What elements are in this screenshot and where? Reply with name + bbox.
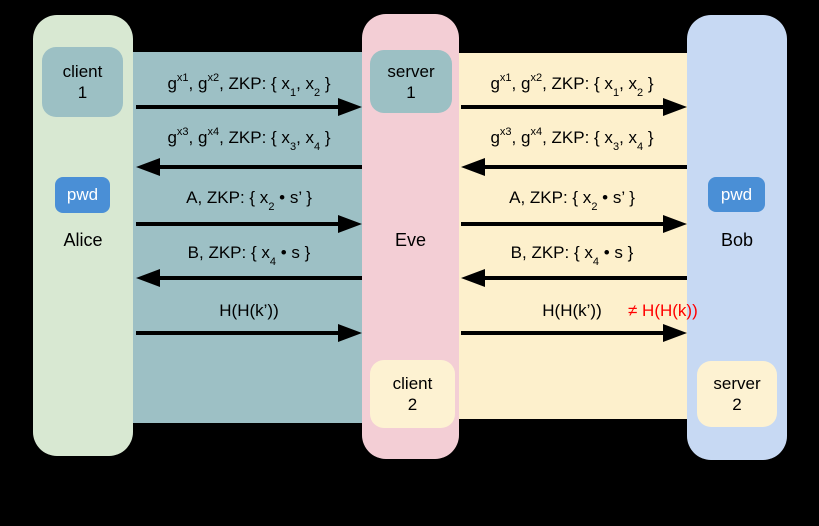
arrow-line [461, 331, 669, 335]
message-eve-bob-5-label: H(H(k’)) [542, 301, 602, 320]
message-eve-bob-3-arrow [461, 215, 687, 233]
server-2-badge-line2: 2 [732, 395, 742, 414]
arrow-line [136, 105, 344, 109]
arrow-head-icon [461, 158, 485, 176]
arrow-line [461, 222, 669, 226]
message-eve-bob-4-arrow [461, 269, 687, 287]
message-alice-eve-2-label: gx3, gx4, ZKP: { x3, x4 } [167, 126, 331, 154]
client-2-badge: client 2 [370, 360, 455, 428]
arrow-head-icon [136, 269, 160, 287]
client-1-badge-line2: 1 [77, 83, 88, 102]
arrow-line [479, 165, 687, 169]
client-2-badge-line2: 2 [407, 395, 418, 414]
arrow-line [154, 165, 362, 169]
actor-column-eve: server 1 Eve client 2 [362, 14, 459, 459]
arrow-head-icon [663, 98, 687, 116]
message-eve-bob-1-arrow [461, 98, 687, 116]
arrow-head-icon [338, 324, 362, 342]
arrow-line [136, 222, 344, 226]
alice-eve-channel [133, 52, 365, 423]
pwd-badge-bob: pwd [708, 177, 765, 212]
client-2-badge-line1: client [392, 374, 433, 393]
server-1-badge-line1: server [387, 61, 435, 81]
client-1-badge: client 1 [42, 47, 123, 117]
message-eve-bob-5-arrow [461, 324, 687, 342]
message-alice-eve-2-arrow [136, 158, 362, 176]
message-alice-eve-3-label: A, ZKP: { x2 • s’ } [186, 188, 312, 214]
arrow-head-icon [663, 215, 687, 233]
arrow-head-icon [338, 98, 362, 116]
server-1-badge-line2: 1 [406, 82, 416, 102]
message-eve-bob-2-arrow [461, 158, 687, 176]
server-2-badge: server 2 [697, 361, 777, 427]
message-alice-eve-3-arrow [136, 215, 362, 233]
arrow-head-icon [461, 269, 485, 287]
arrow-line [461, 105, 669, 109]
arrow-head-icon [663, 324, 687, 342]
arrow-line [479, 276, 687, 280]
actor-column-alice: client 1 pwd Alice [33, 15, 133, 456]
actor-name-eve: Eve [394, 230, 427, 250]
message-alice-eve-1-label: gx1, gx2, ZKP: { x1, x2 } [167, 72, 331, 100]
message-alice-eve-1-arrow [136, 98, 362, 116]
arrow-line [154, 276, 362, 280]
message-alice-eve-5-label: H(H(k’)) [219, 301, 279, 320]
message-eve-bob-4-label: B, ZKP: { x4 • s } [510, 243, 634, 269]
actor-column-bob: pwd Bob server 2 [687, 15, 787, 460]
server-1-badge: server 1 [370, 50, 452, 113]
message-alice-eve-5-arrow [136, 324, 362, 342]
actor-name-bob: Bob [720, 230, 754, 250]
arrow-head-icon [136, 158, 160, 176]
client-1-badge-line1: client [62, 62, 103, 81]
server-2-badge-line1: server [713, 374, 761, 393]
arrow-head-icon [338, 215, 362, 233]
pwd-badge-alice: pwd [55, 177, 110, 213]
message-alice-eve-4-arrow [136, 269, 362, 287]
eve-bob-channel [457, 53, 687, 419]
actor-name-alice: Alice [63, 230, 103, 250]
message-eve-bob-1-label: gx1, gx2, ZKP: { x1, x2 } [490, 72, 654, 100]
message-eve-bob-2-label: gx3, gx4, ZKP: { x3, x4 } [490, 126, 654, 154]
message-eve-bob-3-label: A, ZKP: { x2 • s’ } [509, 188, 635, 214]
message-alice-eve-4-label: B, ZKP: { x4 • s } [187, 243, 311, 269]
key-mismatch-note: ≠ H(H(k)) [628, 301, 698, 320]
arrow-line [136, 331, 344, 335]
